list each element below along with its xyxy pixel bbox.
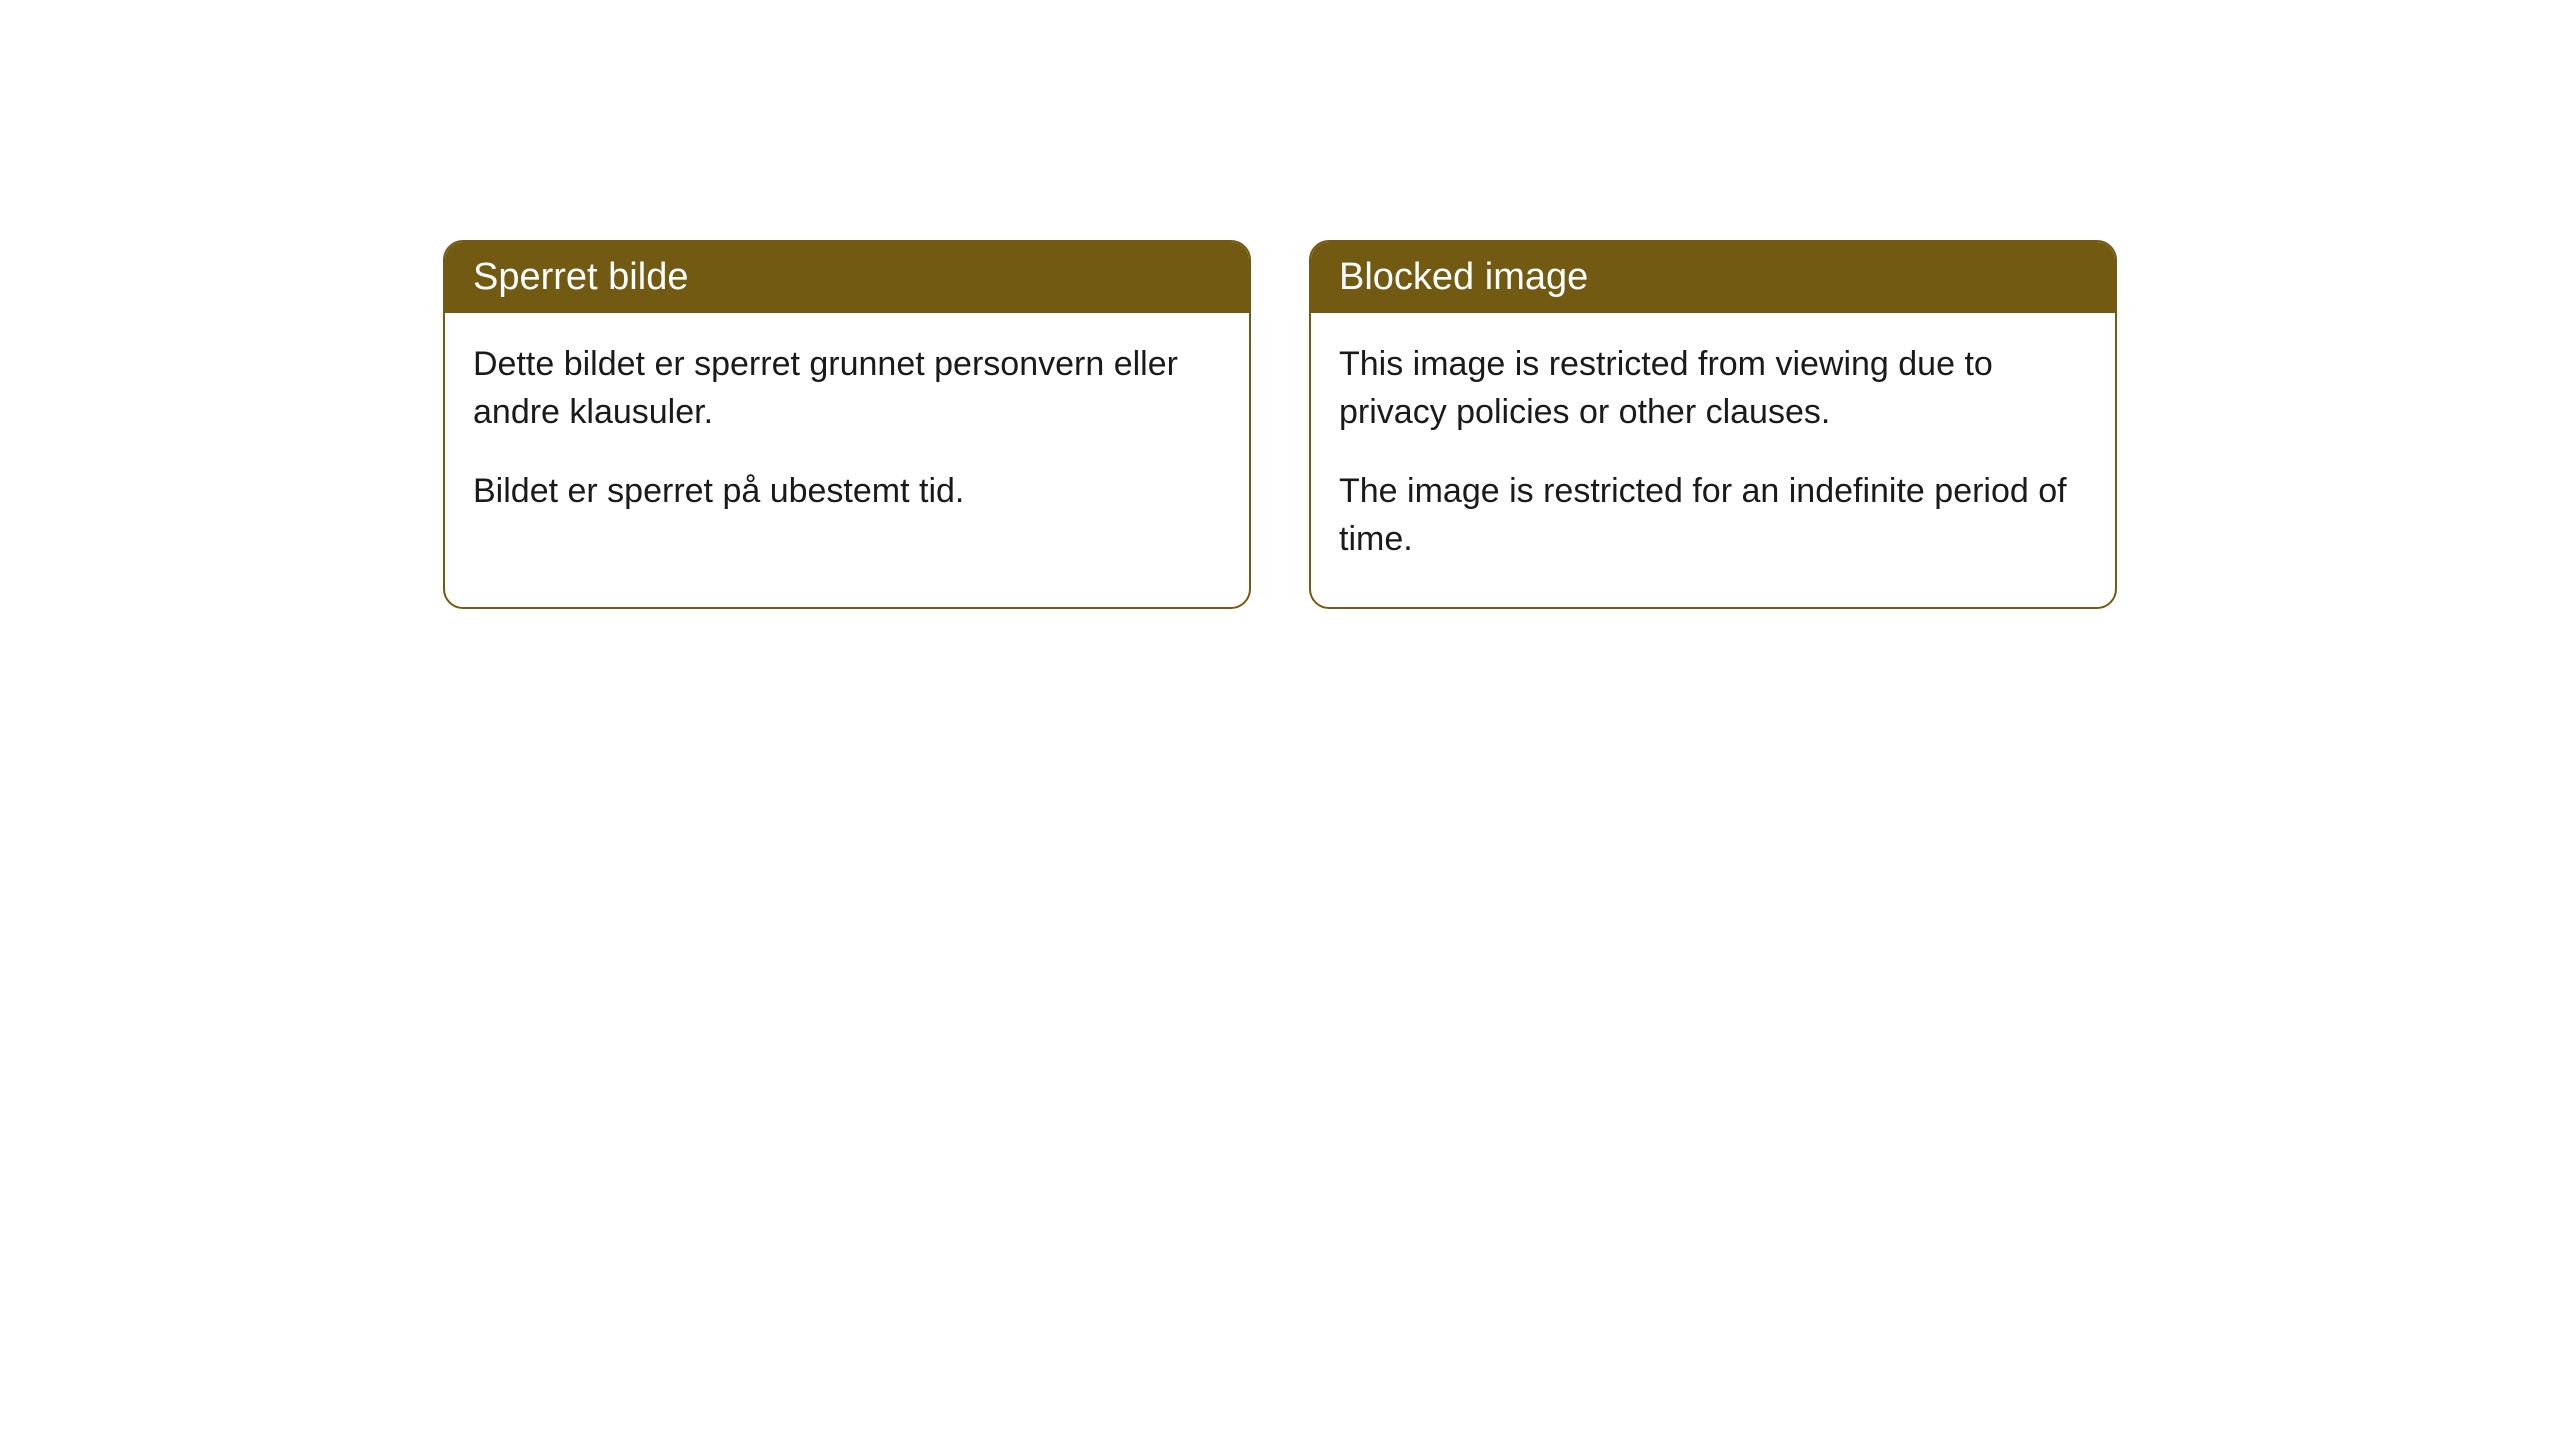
card-header: Blocked image [1311, 242, 2115, 313]
card-paragraph: Bildet er sperret på ubestemt tid. [473, 468, 1221, 516]
card-paragraph: The image is restricted for an indefinit… [1339, 468, 2087, 563]
card-paragraph: Dette bildet er sperret grunnet personve… [473, 341, 1221, 436]
card-title: Blocked image [1339, 256, 1588, 298]
card-header: Sperret bilde [445, 242, 1249, 313]
card-title: Sperret bilde [473, 256, 688, 298]
notice-card-norwegian: Sperret bilde Dette bildet er sperret gr… [443, 240, 1251, 609]
notice-card-english: Blocked image This image is restricted f… [1309, 240, 2117, 609]
notice-cards-container: Sperret bilde Dette bildet er sperret gr… [0, 240, 2560, 609]
card-paragraph: This image is restricted from viewing du… [1339, 341, 2087, 436]
card-body: Dette bildet er sperret grunnet personve… [445, 313, 1249, 560]
card-body: This image is restricted from viewing du… [1311, 313, 2115, 607]
